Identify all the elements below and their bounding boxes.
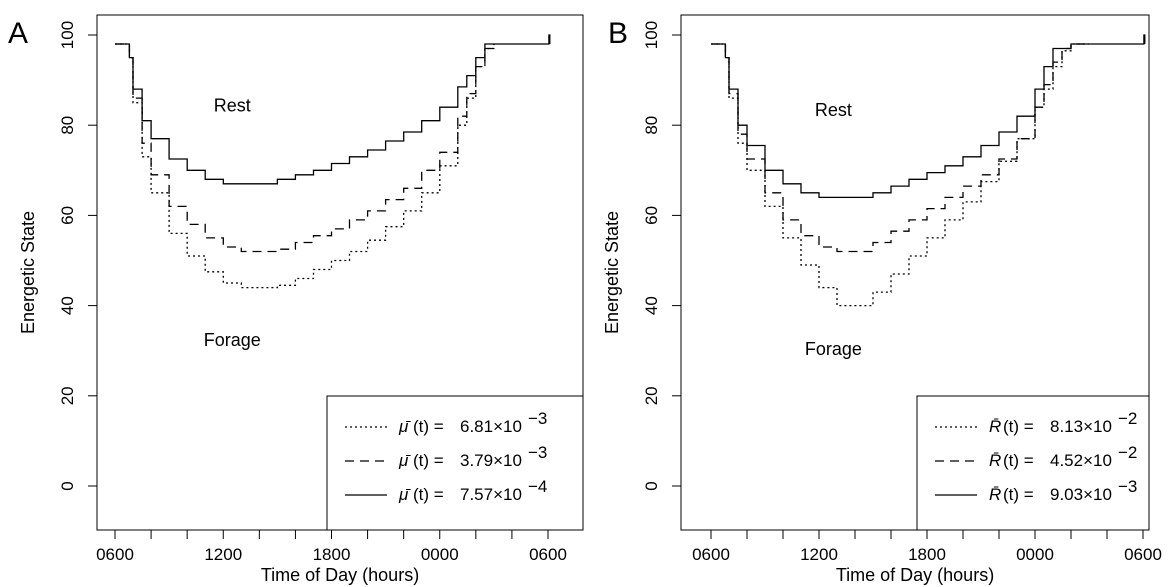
y-tick-label: 100 — [58, 21, 77, 49]
legend-symbol: μ̄ — [398, 417, 411, 436]
region-label-forage: Forage — [204, 330, 261, 350]
x-tick-label: 0600 — [692, 545, 730, 564]
legend-exponent: −4 — [528, 477, 547, 496]
legend-exponent: −3 — [1118, 477, 1137, 496]
legend-symbol: R̄ — [989, 417, 1001, 436]
x-tick-label: 0000 — [421, 545, 459, 564]
legend-arg: (t) = — [413, 485, 444, 504]
series-line-solid — [115, 34, 551, 185]
x-tick-label: 0600 — [529, 545, 567, 564]
legend-arg: (t) = — [413, 451, 444, 470]
legend-exponent: −3 — [528, 443, 547, 462]
legend-exponent: −2 — [1118, 409, 1137, 428]
x-tick-label: 0600 — [1124, 545, 1162, 564]
y-tick-label: 20 — [58, 386, 77, 405]
y-tick-label: 80 — [642, 116, 661, 135]
legend-arg: (t) = — [1003, 485, 1034, 504]
legend-box — [916, 395, 1150, 531]
y-tick-label: 40 — [642, 296, 661, 315]
panel-letter: B — [608, 17, 628, 50]
legend-arg: (t) = — [1003, 451, 1034, 470]
x-tick-label: 1800 — [908, 545, 946, 564]
legend-exponent: −2 — [1118, 443, 1137, 462]
legend-value: 3.79×10 — [460, 451, 522, 470]
panel-b: B 0600 1200 1800 0000 0600 Time of Day (hours)… — [602, 14, 1162, 585]
x-tick-label: 0000 — [1016, 545, 1054, 564]
x-tick-label: 1800 — [313, 545, 351, 564]
x-tick-label: 1200 — [800, 545, 838, 564]
legend-value: 4.52×10 — [1050, 451, 1112, 470]
legend-value: 9.03×10 — [1050, 485, 1112, 504]
series-line-dotted — [711, 43, 1089, 307]
region-label-rest: Rest — [214, 96, 251, 116]
y-tick-label: 20 — [642, 386, 661, 405]
y-tick-label: 0 — [642, 481, 661, 490]
legend-value: 7.57×10 — [460, 485, 522, 504]
region-label-rest: Rest — [815, 100, 852, 120]
series-line-solid — [711, 34, 1146, 199]
legend-value: 6.81×10 — [460, 417, 522, 436]
region-label-forage: Forage — [805, 339, 862, 359]
legend-exponent: −3 — [528, 409, 547, 428]
y-tick-label: 60 — [642, 206, 661, 225]
legend: R̄ (t) = 8.13×10 −2R̄ (t) = 4.52×10 −2R̄ (t) … — [916, 395, 1150, 531]
legend-symbol: μ̄ — [398, 451, 411, 470]
legend-value: 8.13×10 — [1050, 417, 1112, 436]
x-axis-label: Time of Day (hours) — [261, 565, 419, 585]
legend-arg: (t) = — [413, 417, 444, 436]
x-tick-label: 1200 — [204, 545, 242, 564]
legend-symbol: R̄ — [989, 485, 1001, 504]
y-tick-label: 0 — [58, 481, 77, 490]
y-tick-label: 40 — [58, 296, 77, 315]
legend-symbol: R̄ — [989, 451, 1001, 470]
panel-letter: A — [8, 17, 28, 50]
series-line-dashed — [711, 43, 1089, 253]
y-tick-label: 60 — [58, 206, 77, 225]
x-axis-label: Time of Day (hours) — [836, 565, 994, 585]
legend-arg: (t) = — [1003, 417, 1034, 436]
legend: μ̄ (t) = 6.81×10 −3μ̄ (t) = 3.79×10 −3μ̄ (t) … — [326, 395, 584, 531]
legend-symbol: μ̄ — [398, 485, 411, 504]
series-line-dotted — [115, 43, 495, 289]
series-line-dashed — [115, 43, 495, 253]
y-axis-label: Energetic State — [18, 211, 38, 334]
panel-a: A 0600 1200 1800 0000 0600 Time of Day (hours)… — [8, 14, 584, 585]
y-tick-label: 100 — [642, 21, 661, 49]
y-tick-label: 80 — [58, 116, 77, 135]
x-tick-label: 0600 — [96, 545, 134, 564]
legend-box — [326, 395, 584, 531]
y-axis-label: Energetic State — [602, 211, 622, 334]
plot-frame — [680, 14, 1150, 531]
